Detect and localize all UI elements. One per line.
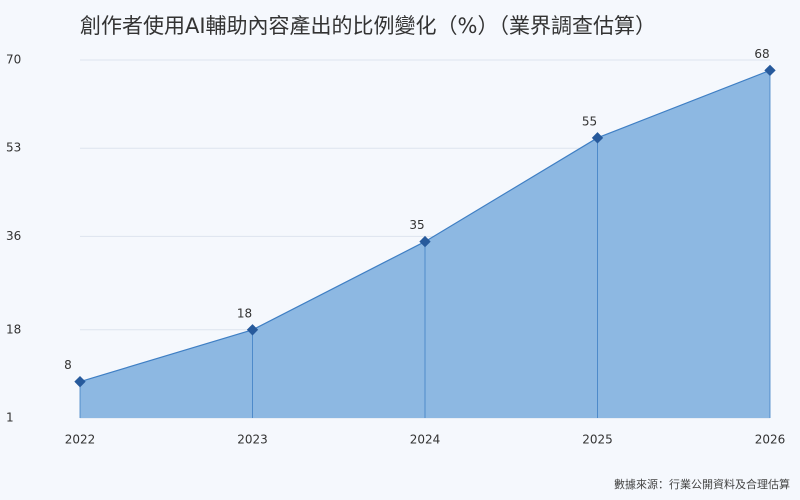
y-tick-label: 1 xyxy=(6,411,14,425)
y-tick-label: 18 xyxy=(6,322,21,336)
x-tick-label: 2025 xyxy=(582,433,613,447)
marker xyxy=(419,235,431,248)
value-label: 18 xyxy=(237,306,252,320)
x-tick-label: 2026 xyxy=(755,433,786,447)
chart-title: 創作者使用AI輔助內容產出的比例變化（%）（業界調查估算） xyxy=(80,14,656,38)
y-tick-label: 53 xyxy=(6,141,21,155)
value-label: 35 xyxy=(409,218,424,232)
x-tick-label: 2023 xyxy=(237,433,268,447)
value-label: 68 xyxy=(754,47,769,61)
marker xyxy=(591,132,604,144)
value-label: 8 xyxy=(64,358,72,372)
marker xyxy=(246,324,259,336)
x-tick-label: 2024 xyxy=(410,433,441,447)
x-tick-label: 2022 xyxy=(65,433,96,447)
source-note: 數據來源：行業公開資料及合理估算 xyxy=(614,477,790,491)
y-tick-label: 70 xyxy=(6,53,21,67)
value-label: 55 xyxy=(582,114,597,128)
y-tick-label: 36 xyxy=(6,229,21,243)
